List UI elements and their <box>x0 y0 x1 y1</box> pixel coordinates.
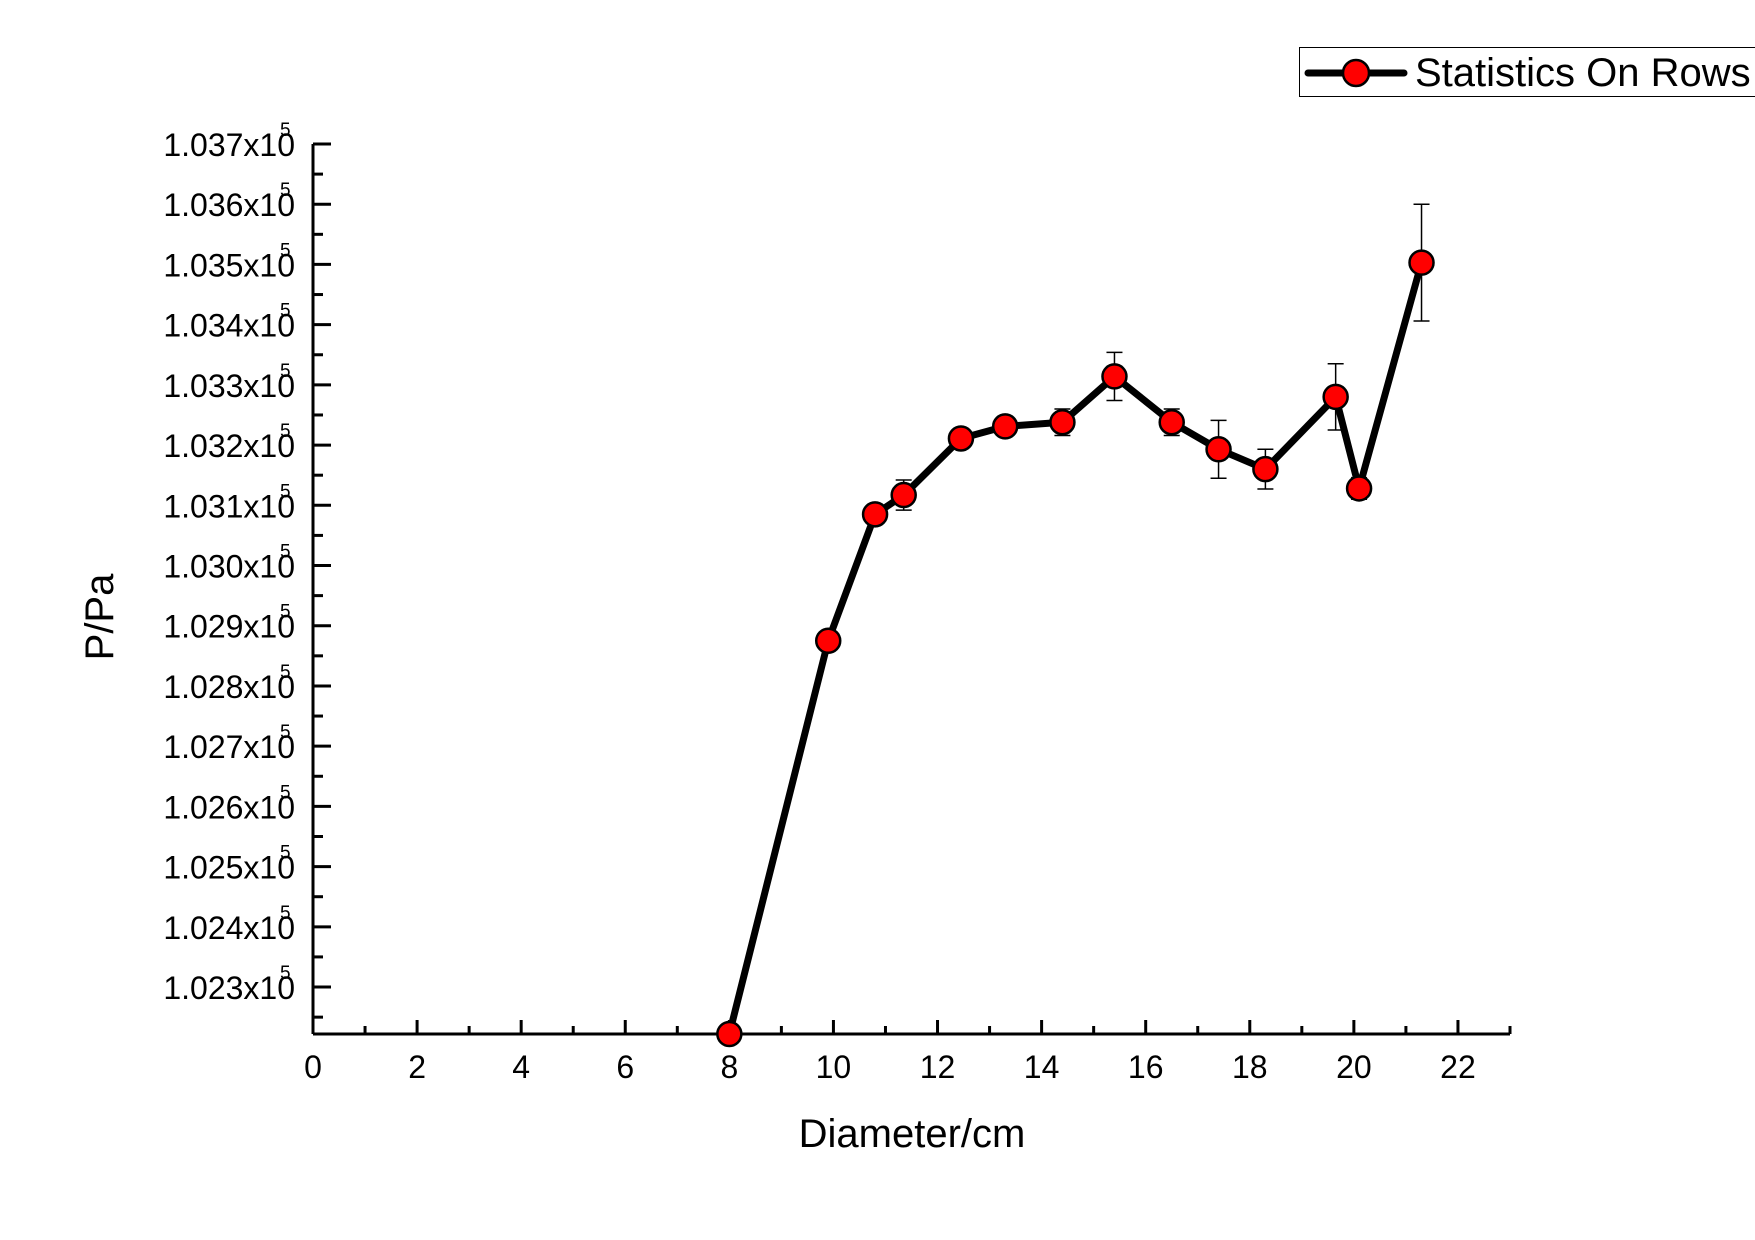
y-tick-exponent: 5 <box>280 843 291 864</box>
y-tick-exponent: 5 <box>280 240 291 261</box>
chart-series <box>716 203 1435 1048</box>
y-tick-exponent: 5 <box>280 782 291 803</box>
x-tick-label: 14 <box>1024 1049 1060 1085</box>
y-tick-label: 1.027x10 <box>163 729 295 765</box>
x-tick-label: 18 <box>1232 1049 1268 1085</box>
x-tick-label: 10 <box>816 1049 852 1085</box>
data-point <box>716 1020 743 1048</box>
y-tick-label: 1.032x10 <box>163 428 295 464</box>
x-tick-label: 0 <box>304 1049 322 1085</box>
x-tick-label: 4 <box>512 1049 530 1085</box>
y-tick-label: 1.025x10 <box>163 850 295 886</box>
data-point <box>1158 408 1185 436</box>
data-point <box>1322 383 1349 411</box>
legend-label: Statistics On Rows <box>1415 51 1751 95</box>
data-point <box>1252 455 1279 483</box>
x-axis-label: Diameter/cm <box>799 1112 1026 1156</box>
y-tick-exponent: 5 <box>280 120 291 141</box>
x-tick-label: 22 <box>1440 1049 1476 1085</box>
x-tick-label: 16 <box>1128 1049 1164 1085</box>
data-point <box>1345 475 1373 502</box>
y-tick-exponent: 5 <box>280 963 291 984</box>
legend-symbol <box>1304 58 1408 88</box>
legend: Statistics On Rows <box>1299 47 1755 97</box>
y-tick-label: 1.031x10 <box>163 488 295 524</box>
y-tick-exponent: 5 <box>280 361 291 382</box>
y-tick-label: 1.030x10 <box>163 549 295 585</box>
y-tick-label: 1.034x10 <box>163 308 295 344</box>
data-point <box>861 501 889 528</box>
x-tick-label: 2 <box>408 1049 426 1085</box>
data-point <box>1408 249 1435 276</box>
data-point <box>991 413 1019 440</box>
y-tick-label: 1.037x10 <box>163 127 295 163</box>
y-tick-label: 1.033x10 <box>163 368 295 404</box>
x-tick-label: 8 <box>720 1049 738 1085</box>
chart-axes: 0 2 4 6 8 10 12 14 16 18 20 221.023x1051.024x1051.0… <box>163 120 1512 1085</box>
y-axis-label: P/Pa <box>78 573 122 660</box>
x-tick-label: 12 <box>920 1049 956 1085</box>
x-tick-label: 20 <box>1336 1049 1372 1085</box>
data-point <box>1049 408 1076 436</box>
data-point <box>1205 436 1232 463</box>
y-tick-exponent: 5 <box>280 903 291 924</box>
data-point <box>1101 363 1128 390</box>
y-tick-exponent: 5 <box>280 301 291 322</box>
data-point <box>947 425 975 452</box>
y-tick-label: 1.029x10 <box>163 609 295 645</box>
y-tick-exponent: 5 <box>280 602 291 623</box>
y-tick-label: 1.035x10 <box>163 247 295 283</box>
y-tick-label: 1.023x10 <box>163 970 295 1006</box>
y-tick-label: 1.024x10 <box>163 910 295 946</box>
y-tick-label: 1.026x10 <box>163 789 295 825</box>
data-point <box>814 627 842 655</box>
y-tick-exponent: 5 <box>280 421 291 442</box>
data-point <box>890 481 917 509</box>
y-tick-label: 1.028x10 <box>163 669 295 705</box>
y-tick-exponent: 5 <box>280 180 291 201</box>
y-tick-exponent: 5 <box>280 481 291 502</box>
x-tick-label: 6 <box>616 1049 634 1085</box>
y-tick-exponent: 5 <box>280 542 291 563</box>
y-tick-exponent: 5 <box>280 722 291 743</box>
y-tick-label: 1.036x10 <box>163 187 295 223</box>
y-tick-exponent: 5 <box>280 662 291 683</box>
